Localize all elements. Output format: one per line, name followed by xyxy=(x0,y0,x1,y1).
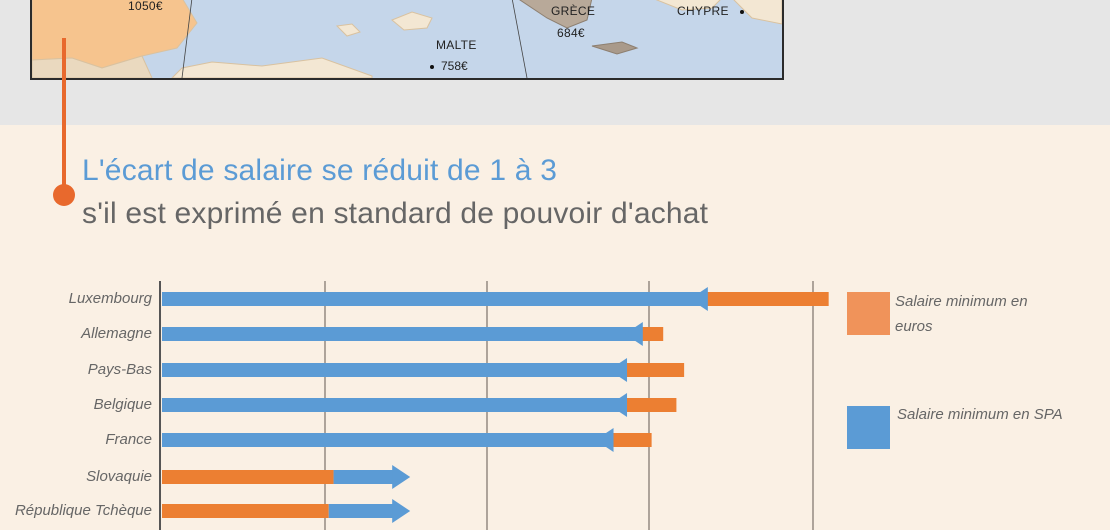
country-label: Belgique xyxy=(94,396,152,413)
bar-spa xyxy=(162,292,702,306)
country-label: France xyxy=(105,431,152,448)
malte-name-label: MALTE xyxy=(436,38,477,52)
bar-euros xyxy=(607,433,652,447)
espagne-value-label: 1050€ xyxy=(128,0,163,13)
bar-euros xyxy=(621,398,677,412)
malte-value-label: 758€ xyxy=(441,59,468,73)
legend-label-euros: Salaire minimum en euros xyxy=(895,293,1028,335)
country-label: Pays-Bas xyxy=(88,361,153,378)
country-label: Luxembourg xyxy=(69,290,153,307)
legend-swatch-spa xyxy=(847,406,890,449)
arrow-spa xyxy=(392,499,411,523)
arrow-spa xyxy=(595,428,614,452)
arrow-spa xyxy=(609,393,628,417)
chypre-dot xyxy=(740,10,744,14)
bar-euros xyxy=(636,327,664,341)
bar-euros xyxy=(621,363,685,377)
bar-spa xyxy=(162,327,637,341)
arrow-spa xyxy=(609,358,628,382)
bar-spa xyxy=(333,470,399,484)
legend-swatch-euros xyxy=(847,292,890,335)
arrow-spa xyxy=(689,287,708,311)
pointer-line xyxy=(62,38,66,190)
bar-spa xyxy=(162,433,608,447)
chart-subtitle: s'il est exprimé en standard de pouvoir … xyxy=(82,197,709,230)
country-label: Allemagne xyxy=(80,325,152,342)
country-label: République Tchèque xyxy=(15,502,152,519)
chypre-name-label: CHYPRE xyxy=(677,4,729,18)
bar-euros xyxy=(701,292,829,306)
bar-euros xyxy=(162,470,334,484)
bar-spa xyxy=(162,363,622,377)
legend-label-spa: Salaire minimum en SPA xyxy=(897,406,1063,423)
grece-value-label: 684€ xyxy=(557,26,585,40)
chart-title: L'écart de salaire se réduit de 1 à 3 xyxy=(82,154,558,187)
pointer-dot xyxy=(53,184,75,206)
bar-spa xyxy=(328,504,399,518)
malte-dot xyxy=(430,65,434,69)
grece-name-label: GRÈCE xyxy=(551,4,596,18)
arrow-spa xyxy=(624,322,643,346)
country-label: Slovaquie xyxy=(86,468,152,485)
bar-spa xyxy=(162,398,622,412)
bar-euros xyxy=(162,504,329,518)
arrow-spa xyxy=(392,465,411,489)
